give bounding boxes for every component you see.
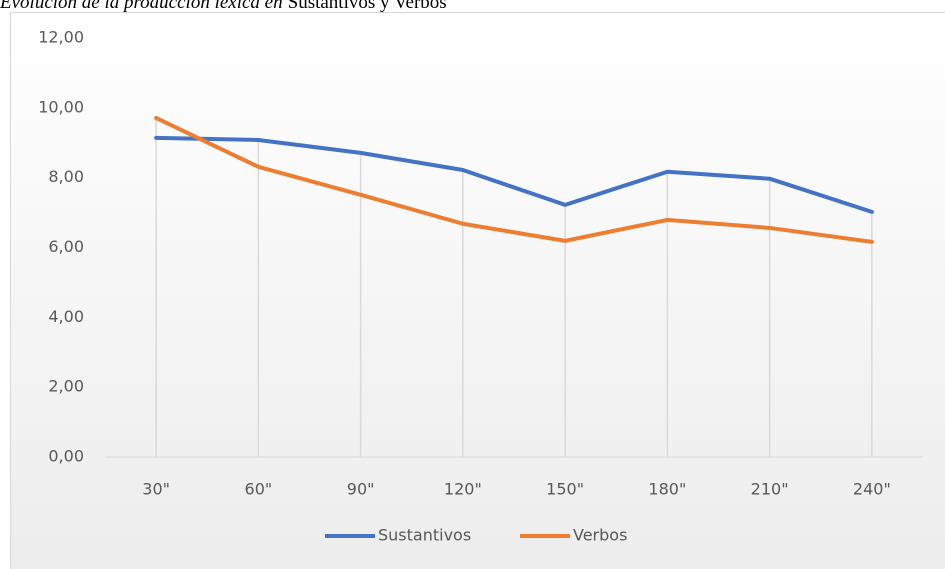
y-tick-label: 2,00 bbox=[48, 377, 84, 396]
legend-label: Verbos bbox=[573, 526, 627, 545]
x-tick-label: 150" bbox=[546, 480, 584, 499]
y-tick-label: 6,00 bbox=[48, 237, 84, 256]
title-italic: Evolución de la producción léxica en bbox=[0, 0, 283, 13]
y-tick-label: 0,00 bbox=[48, 447, 84, 466]
chart-title: Evolución de la producción léxica en Sust… bbox=[0, 0, 447, 13]
x-tick-label: 240" bbox=[853, 480, 891, 499]
x-tick-label: 60" bbox=[245, 480, 273, 499]
x-tick-label: 30" bbox=[142, 480, 170, 499]
series-line bbox=[154, 115, 874, 244]
x-tick-label: 90" bbox=[347, 480, 375, 499]
y-tick-label: 4,00 bbox=[48, 307, 84, 326]
chart-area bbox=[10, 12, 945, 569]
legend-label: Sustantivos bbox=[378, 526, 471, 545]
y-tick-label: 8,00 bbox=[48, 167, 84, 186]
y-tick-label: 10,00 bbox=[38, 97, 84, 116]
title-plain: Sustantivos y Verbos bbox=[288, 0, 447, 13]
x-tick-label: 120" bbox=[444, 480, 482, 499]
series-line bbox=[154, 135, 874, 214]
x-tick-label: 180" bbox=[648, 480, 686, 499]
y-tick-label: 12,00 bbox=[38, 28, 84, 47]
x-tick-label: 210" bbox=[751, 480, 789, 499]
